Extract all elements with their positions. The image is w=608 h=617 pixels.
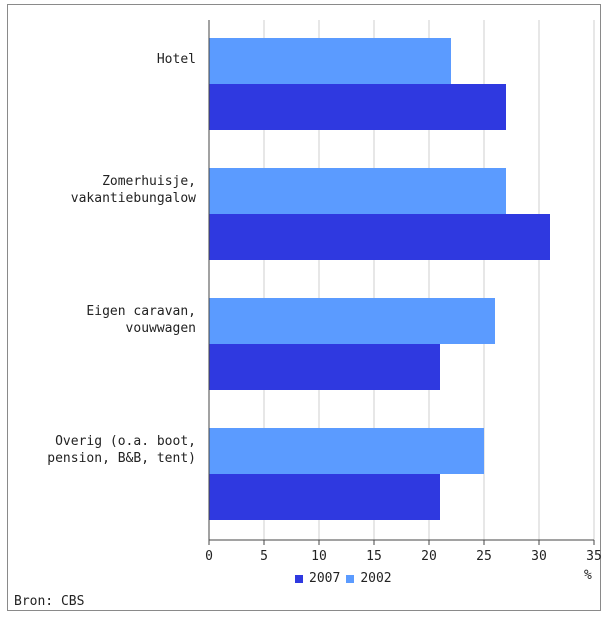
category-label: Zomerhuisje, vakantiebungalow	[70, 173, 196, 206]
bar-2002-1	[209, 168, 506, 214]
bar-2002-3	[209, 428, 484, 474]
legend-label-2007: 2007	[309, 571, 341, 586]
bar-2007-1	[209, 214, 550, 260]
x-tick-label: 25	[476, 549, 492, 564]
bar-2007-2	[209, 344, 440, 390]
bar-2007-3	[209, 474, 440, 520]
bar-2002-2	[209, 298, 495, 344]
x-tick-label: 5	[260, 549, 268, 564]
category-label: Hotel	[156, 52, 196, 68]
source-note: Bron: CBS	[14, 594, 85, 609]
x-tick-label: 10	[311, 549, 327, 564]
x-tick-label: 30	[531, 549, 547, 564]
x-tick-label: 20	[421, 549, 437, 564]
legend-swatch-2007	[295, 574, 303, 583]
legend-label-2002: 2002	[360, 571, 392, 586]
legend: 2007 2002	[295, 571, 392, 586]
bar-2007-0	[209, 84, 506, 130]
x-tick-label: 0	[205, 549, 213, 564]
x-axis-unit: %	[584, 568, 592, 583]
bar-2002-0	[209, 38, 451, 84]
category-label: Overig (o.a. boot, pension, B&B, tent)	[47, 433, 196, 466]
category-label: Eigen caravan, vouwwagen	[86, 303, 196, 336]
x-tick-label: 15	[366, 549, 382, 564]
x-tick-label: 35	[586, 549, 602, 564]
legend-swatch-2002	[346, 574, 355, 583]
chart-frame	[7, 4, 601, 611]
